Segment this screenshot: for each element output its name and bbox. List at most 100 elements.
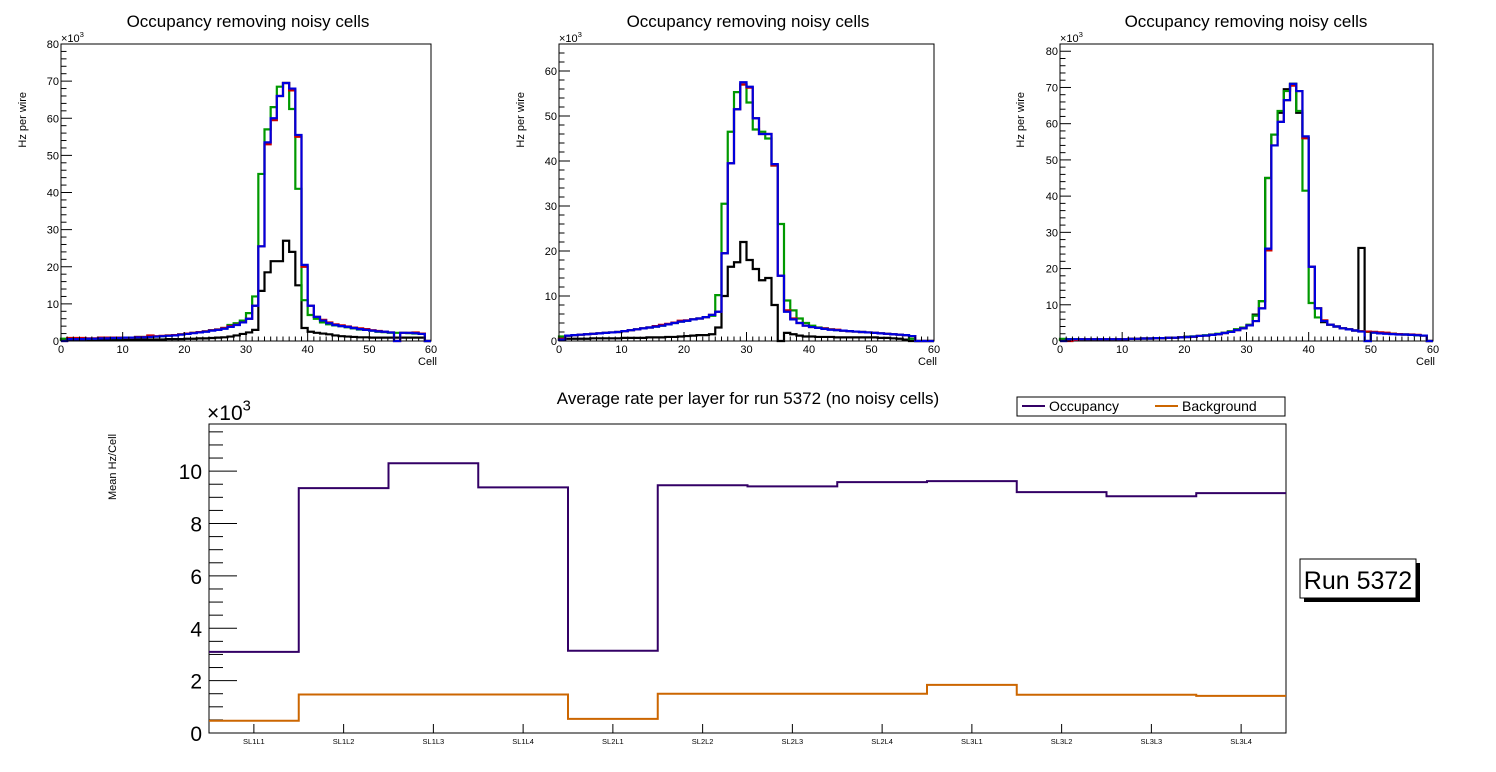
y-tick-label: 20 (545, 246, 557, 258)
x-tick-label: SL2L3 (782, 737, 804, 746)
y-tick-label: 6 (190, 566, 202, 589)
series-line-blue (61, 81, 431, 343)
x-axis-label: Cell (1416, 356, 1435, 368)
y-tick-label: 30 (47, 225, 59, 237)
chart-title: Occupancy removing noisy cells (627, 12, 870, 31)
y-tick-label: 20 (47, 262, 59, 274)
y-axis-label: Hz per wire (515, 92, 527, 148)
series-line-green (557, 83, 934, 343)
x-tick-label: SL2L1 (602, 737, 624, 746)
y-tick-label: 0 (53, 336, 59, 348)
series-line-background (209, 683, 1286, 722)
x-tick-label: 40 (803, 344, 815, 356)
y-tick-label: 0 (551, 336, 557, 348)
series-line-black (59, 239, 431, 343)
y-tick-label: 50 (1046, 155, 1058, 167)
series-line-red (1060, 84, 1433, 343)
y-tick-label: 40 (545, 156, 557, 168)
x-tick-label: SL2L4 (871, 737, 893, 746)
chart-title: Occupancy removing noisy cells (127, 12, 370, 31)
x-tick-label: 10 (615, 344, 627, 356)
series-line-red (61, 81, 431, 343)
y-tick-label: 60 (545, 66, 557, 78)
occupancy-histogram-1: Occupancy removing noisy cells Hz per wi… (17, 12, 437, 368)
legend-box (1016, 396, 1286, 417)
series-group (1058, 82, 1433, 343)
x-tick-label: 20 (1178, 344, 1190, 356)
x-tick-label: SL1L4 (512, 737, 534, 746)
x-axis-label: Cell (418, 356, 437, 368)
average-rate-chart: Average rate per layer for run 5372 (no … (107, 389, 1420, 746)
x-tick-label: 60 (928, 344, 940, 356)
y-tick-label: 30 (545, 201, 557, 213)
series-line-green (59, 81, 431, 343)
y-tick-label: 10 (47, 299, 59, 311)
y-tick-label: 8 (190, 514, 202, 537)
y-axis-multiplier: ×103 (1060, 30, 1083, 45)
series-group (59, 81, 431, 343)
x-tick-label: 50 (1365, 344, 1377, 356)
x-tick-label: 60 (1427, 344, 1439, 356)
y-axis-label: Mean Hz/Cell (107, 434, 119, 500)
x-tick-label: SL2L2 (692, 737, 714, 746)
x-tick-label: SL3L4 (1230, 737, 1252, 746)
y-tick-label: 70 (1046, 82, 1058, 94)
series-line-red (557, 83, 934, 343)
x-tick-label: SL1L2 (333, 737, 355, 746)
series-line-occupancy (209, 462, 1286, 653)
occupancy-histogram-2: Occupancy removing noisy cells Hz per wi… (515, 12, 940, 368)
series-line-blue (1060, 82, 1433, 343)
y-axis-multiplier: ×103 (559, 30, 582, 45)
y-tick-label: 50 (545, 111, 557, 123)
y-tick-label: 2 (190, 671, 202, 694)
y-tick-label: 0 (1052, 336, 1058, 348)
x-tick-label: 30 (740, 344, 752, 356)
y-tick-label: 10 (1046, 300, 1058, 312)
series-line-blue (557, 81, 934, 343)
x-tick-label: 0 (58, 344, 64, 356)
y-tick-label: 70 (47, 76, 59, 88)
series-group (557, 81, 934, 343)
x-tick-label: 30 (1240, 344, 1252, 356)
y-tick-label: 60 (1046, 119, 1058, 131)
x-tick-label: 50 (865, 344, 877, 356)
chart-title: Occupancy removing noisy cells (1125, 12, 1368, 31)
plot-frame (1059, 43, 1434, 342)
x-tick-label: 40 (1303, 344, 1315, 356)
x-tick-label: SL1L1 (243, 737, 265, 746)
y-axis-label: Hz per wire (1015, 92, 1027, 148)
x-tick-label: 20 (178, 344, 190, 356)
x-tick-label: 50 (363, 344, 375, 356)
x-tick-label: 20 (678, 344, 690, 356)
x-tick-label: 40 (302, 344, 314, 356)
occupancy-histogram-3: Occupancy removing noisy cells Hz per wi… (1015, 12, 1439, 368)
x-tick-label: SL1L3 (423, 737, 445, 746)
legend-label-occupancy: Occupancy (1049, 398, 1119, 414)
x-tick-label: 10 (1116, 344, 1128, 356)
x-tick-label: SL3L1 (961, 737, 983, 746)
y-tick-label: 10 (179, 461, 202, 484)
y-tick-label: 10 (545, 291, 557, 303)
y-tick-label: 20 (1046, 264, 1058, 276)
plot-frame (60, 43, 432, 342)
y-tick-label: 80 (1046, 46, 1058, 58)
x-tick-label: SL3L3 (1141, 737, 1163, 746)
plot-frame (208, 423, 1287, 734)
annotation-text: Run 5372 (1304, 567, 1412, 595)
y-tick-label: 40 (47, 188, 59, 200)
y-tick-label: 4 (190, 618, 202, 641)
y-tick-label: 30 (1046, 227, 1058, 239)
y-tick-label: 60 (47, 113, 59, 125)
x-tick-label: 0 (556, 344, 562, 356)
chart-title: Average rate per layer for run 5372 (no … (557, 389, 939, 408)
series-line-black (557, 240, 934, 343)
legend-label-background: Background (1182, 398, 1257, 414)
x-tick-label: SL3L2 (1051, 737, 1073, 746)
y-tick-label: 0 (190, 723, 202, 746)
x-tick-label: 10 (117, 344, 129, 356)
y-axis-multiplier: ×103 (61, 30, 84, 45)
x-tick-label: 0 (1057, 344, 1063, 356)
series-line-black (1058, 82, 1433, 343)
x-tick-label: 60 (425, 344, 437, 356)
